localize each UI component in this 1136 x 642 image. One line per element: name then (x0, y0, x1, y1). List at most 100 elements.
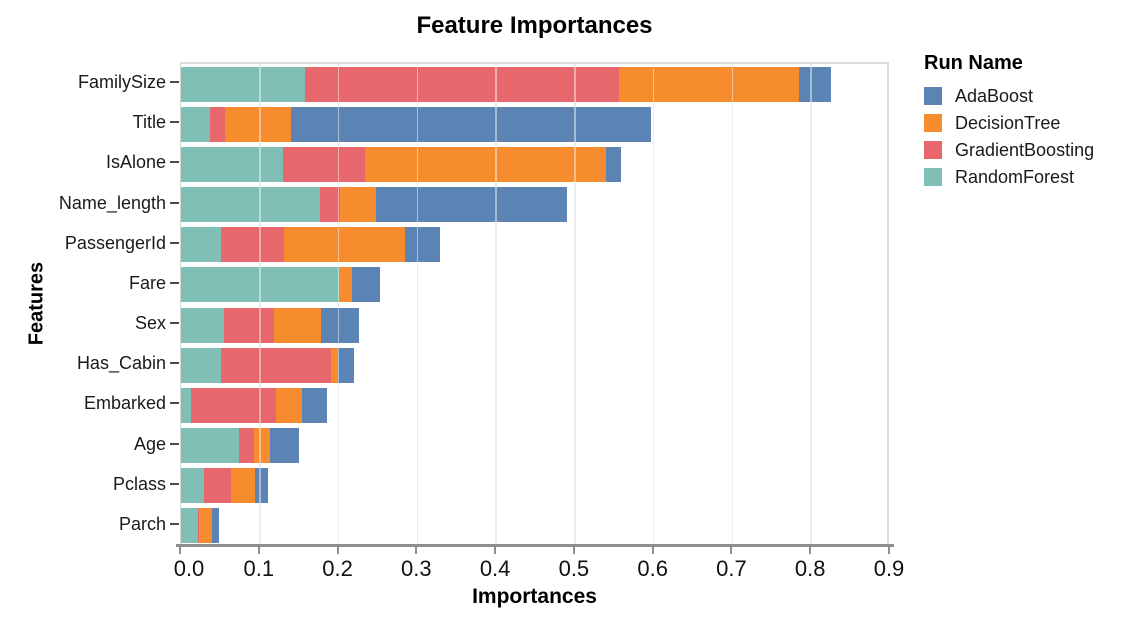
bar-segment-decisiontree (273, 307, 322, 343)
bar-row-sex (181, 307, 360, 343)
bar-segment-adaboost (321, 307, 360, 343)
legend-swatch-icon (924, 168, 942, 186)
bar-segment-gradientboosting (304, 66, 619, 102)
bar-segment-gradientboosting (238, 428, 255, 464)
bar-segment-randomforest (181, 307, 224, 343)
x-tick-mark (809, 546, 812, 554)
legend-swatch-icon (924, 114, 942, 132)
y-tick-label: Sex (134, 313, 166, 334)
bar-segment-decisiontree (364, 146, 607, 182)
gridline (574, 64, 576, 544)
gridline-overlay (810, 64, 812, 544)
gridline-overlay (337, 64, 340, 544)
bar-segment-decisiontree (254, 428, 270, 464)
x-tick-mark (336, 546, 339, 554)
bar-segment-adaboost (255, 468, 268, 504)
legend-label: RandomForest (955, 167, 1075, 187)
x-tick-label: 0.0 (173, 556, 205, 581)
y-axis-title: Features (25, 261, 48, 346)
gridline-overlay (731, 64, 734, 544)
legend-item-gradientboosting: GradientBoosting (924, 141, 1094, 159)
legend-label: AdaBoost (955, 86, 1034, 106)
plot-area (180, 62, 889, 544)
chart-title: Feature Importances (416, 12, 653, 39)
bar-segment-adaboost (404, 227, 441, 263)
bar-segment-decisiontree (618, 66, 800, 102)
gridline-overlay (652, 64, 655, 544)
legend-swatch-icon (924, 141, 942, 159)
x-tick-label: 0.3 (401, 556, 432, 581)
gridline (652, 64, 655, 544)
bar-segment-decisiontree (231, 468, 256, 504)
bar-segment-gradientboosting (221, 347, 331, 383)
bar-row-title (181, 106, 652, 142)
y-tick-label: IsAlone (105, 152, 166, 173)
y-tick-label: Age (133, 433, 166, 454)
bar-segment-randomforest (181, 106, 211, 142)
x-tick-label: 0.4 (479, 556, 511, 581)
gridline (810, 64, 812, 544)
bar-segment-adaboost (351, 267, 381, 303)
bar-row-fare (181, 267, 381, 303)
gridline (337, 64, 340, 544)
legend-label: DecisionTree (955, 113, 1061, 133)
gridline-overlay (495, 64, 497, 544)
y-tick-label: Name_length (58, 192, 166, 213)
bar-row-pclass (181, 468, 268, 504)
bar-segment-decisiontree (284, 227, 405, 263)
bar-segment-decisiontree (199, 508, 212, 544)
legend-item-randomforest: RandomForest (924, 168, 1094, 186)
bar-segment-decisiontree (225, 106, 292, 142)
gridline-overlay (574, 64, 576, 544)
legend-item-decisiontree: DecisionTree (924, 114, 1094, 132)
bar-segment-randomforest (181, 508, 198, 544)
bar-segment-randomforest (181, 227, 222, 263)
x-tick-label: 0.7 (716, 556, 747, 581)
bar-segment-adaboost (211, 508, 219, 544)
x-tick-mark (572, 546, 575, 554)
bar-segment-randomforest (181, 387, 192, 423)
bar-segment-randomforest (181, 347, 222, 383)
y-tick-mark (170, 362, 179, 365)
bar-row-passengerid (181, 227, 441, 263)
bar-segment-randomforest (181, 267, 340, 303)
bar-segment-adaboost (799, 66, 831, 102)
y-tick-mark (170, 81, 179, 84)
gridline (495, 64, 497, 544)
bar-segment-adaboost (301, 387, 327, 423)
bar-segment-decisiontree (276, 387, 302, 423)
bar-segment-adaboost (375, 187, 567, 223)
y-tick-label: Fare (128, 272, 166, 293)
y-tick-mark (170, 161, 179, 164)
bar-segment-gradientboosting (203, 468, 232, 504)
y-tick-mark (170, 241, 179, 244)
x-tick-mark (257, 546, 260, 554)
bar-row-parch (181, 508, 219, 544)
x-tick-label: 0.5 (558, 556, 590, 581)
x-tick-mark (651, 546, 654, 554)
bar-segment-gradientboosting (320, 187, 341, 223)
bar-segment-randomforest (181, 66, 305, 102)
gridline-overlay (259, 64, 261, 544)
legend-item-adaboost: AdaBoost (924, 87, 1094, 105)
bar-segment-adaboost (606, 146, 622, 182)
x-tick-label: 0.1 (243, 556, 275, 581)
y-tick-label: Parch (118, 513, 166, 534)
bar-segment-randomforest (181, 187, 321, 223)
y-tick-mark (170, 402, 179, 405)
y-tick-label: Pclass (112, 473, 166, 494)
legend-title: Run Name (924, 52, 1023, 74)
x-tick-label: 0.9 (873, 556, 905, 581)
y-tick-mark (170, 281, 179, 284)
y-tick-mark (170, 201, 179, 204)
y-tick-label: FamilySize (77, 72, 166, 93)
bar-segment-decisiontree (340, 187, 376, 223)
bar-segment-gradientboosting (197, 508, 200, 544)
x-tick-mark (179, 546, 181, 554)
y-tick-label: Title (132, 112, 166, 133)
gridline (731, 64, 734, 544)
bar-segment-adaboost (291, 106, 652, 142)
bar-segment-decisiontree (330, 347, 338, 383)
bar-row-familysize (181, 66, 831, 102)
